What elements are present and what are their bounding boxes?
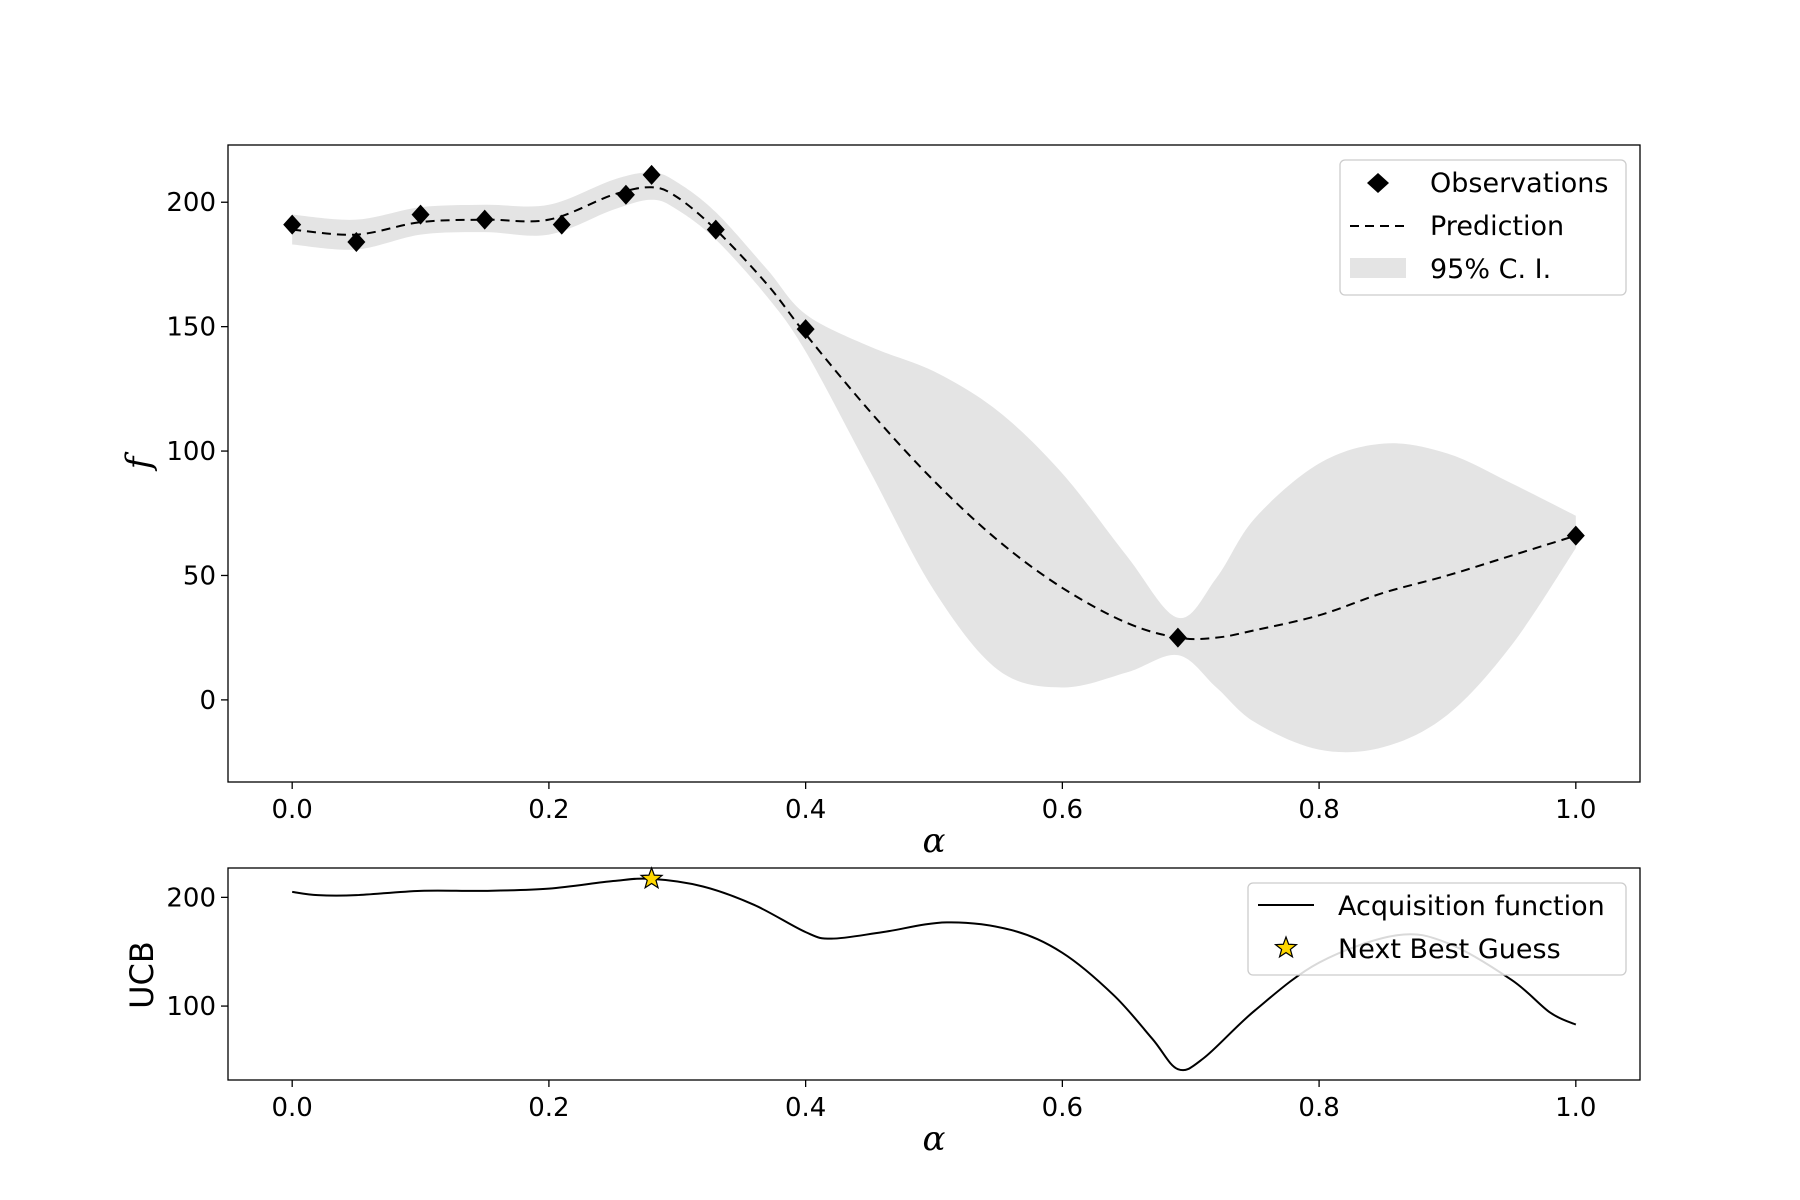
top-x-tick-label: 0.4	[785, 795, 826, 825]
top-y-tick-label: 100	[166, 437, 216, 467]
top-y-tick-label: 200	[166, 188, 216, 218]
confidence-interval-band	[292, 172, 1576, 753]
top-x-axis-label: α	[923, 821, 946, 861]
bottom-x-axis-label: α	[923, 1119, 946, 1159]
observation-point	[1566, 525, 1585, 546]
bottom-legend: Acquisition function Next Best Guess	[1247, 882, 1627, 976]
top-x-tick-label: 0.2	[528, 795, 569, 825]
prediction-line	[292, 186, 1577, 641]
observation-point	[642, 164, 661, 185]
observation-point	[475, 209, 494, 230]
observation-point	[411, 204, 430, 225]
legend-star-icon	[1273, 935, 1299, 959]
top-y-ticks: 0 50 100 150 200	[166, 188, 228, 716]
bottom-legend-box	[1247, 882, 1627, 976]
top-x-tick-label: 0.8	[1298, 795, 1339, 825]
bottom-x-tick-label: 0.0	[272, 1093, 313, 1123]
top-y-tick-label: 150	[166, 313, 216, 343]
bottom-x-ticks: 0.0 0.2 0.4 0.6 0.8 1.0	[272, 1080, 1596, 1123]
observation-point	[347, 232, 366, 253]
best-guess-marker-group	[639, 866, 664, 890]
bottom-x-tick-label: 0.8	[1298, 1093, 1339, 1123]
legend-observation-marker	[1367, 173, 1389, 193]
ci-band	[292, 172, 1576, 753]
legend-ci-swatch	[1350, 258, 1406, 278]
legend-best-guess-label: Next Best Guess	[1338, 934, 1561, 965]
observation-point	[706, 219, 725, 240]
bottom-y-ticks: 100 200	[166, 883, 228, 1022]
bottom-x-tick-label: 0.6	[1042, 1093, 1083, 1123]
top-x-tick-label: 1.0	[1555, 795, 1596, 825]
prediction-line-group	[292, 186, 1577, 641]
legend-acquisition-label: Acquisition function	[1338, 891, 1605, 922]
top-x-tick-label: 0.0	[272, 795, 313, 825]
observation-point	[796, 319, 815, 340]
top-legend-box	[1339, 159, 1627, 296]
top-axes-frame	[227, 144, 1641, 783]
top-x-ticks: 0.0 0.2 0.4 0.6 0.8 1.0	[272, 782, 1596, 825]
top-x-tick-label: 0.6	[1042, 795, 1083, 825]
top-legend: Observations Prediction 95% C. I.	[1339, 159, 1627, 296]
top-y-tick-label: 0	[199, 686, 216, 716]
bottom-x-tick-label: 0.2	[528, 1093, 569, 1123]
observation-point	[552, 214, 571, 235]
legend-ci-label: 95% C. I.	[1430, 254, 1551, 285]
best-guess-star	[639, 866, 664, 890]
legend-observations-label: Observations	[1430, 168, 1608, 199]
bottom-panel: 0.0 0.2 0.4 0.6 0.8 1.0 100 200 α UCB Acquisit…	[123, 866, 1641, 1159]
bottom-x-tick-label: 1.0	[1555, 1093, 1596, 1123]
observation-point	[1168, 627, 1187, 648]
legend-prediction-label: Prediction	[1430, 211, 1564, 242]
bottom-y-axis-label: UCB	[123, 941, 161, 1009]
top-y-tick-label: 50	[183, 561, 216, 591]
observation-point	[283, 214, 302, 235]
bottom-axes-frame	[227, 867, 1641, 1081]
bottom-y-tick-label: 100	[166, 992, 216, 1022]
observation-markers	[283, 164, 1585, 648]
observation-point	[616, 184, 635, 205]
bottom-x-tick-label: 0.4	[785, 1093, 826, 1123]
bottom-y-tick-label: 200	[166, 883, 216, 913]
